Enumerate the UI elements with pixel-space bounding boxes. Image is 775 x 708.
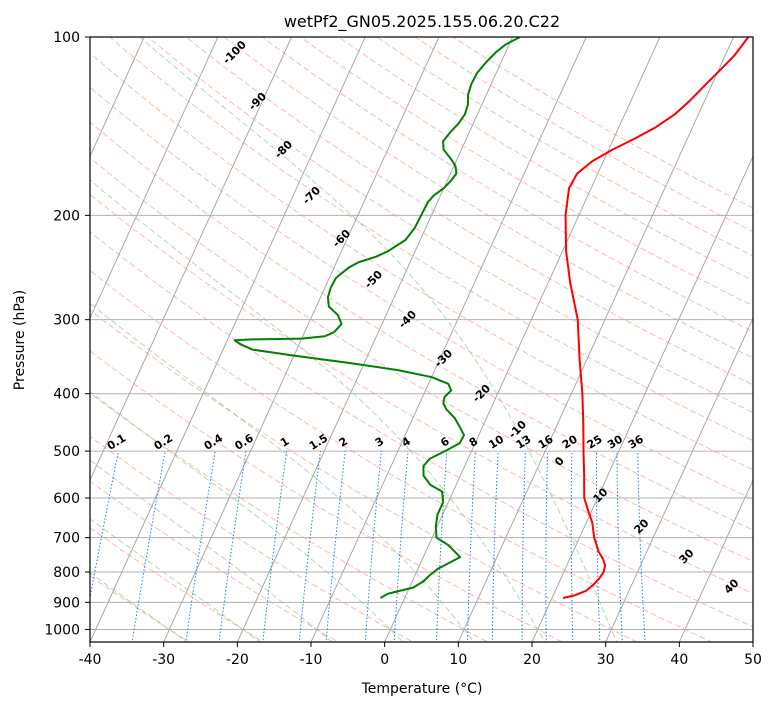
- mixing-ratio-line: [393, 451, 409, 642]
- y-axis: 100 200 300 400 500 600 700 800 900 1000: [44, 30, 90, 638]
- x-tick-label: 50: [744, 652, 762, 668]
- mixing-ratio-line: [262, 451, 288, 642]
- plot-frame: [89, 36, 754, 643]
- profile-line: [233, 37, 521, 599]
- dry-adiabat: [90, 392, 489, 642]
- isotherm: [236, 37, 514, 642]
- mixing-ratio-line: [90, 451, 119, 601]
- dry-adiabat: [108, 37, 753, 442]
- x-tick-label: -10: [300, 652, 323, 668]
- dry-adiabat: [185, 37, 753, 386]
- x-tick-label: -30: [152, 652, 175, 668]
- x-tick-label: 40: [670, 652, 688, 668]
- dry-adiabat: [90, 526, 265, 642]
- profiles: [233, 37, 750, 599]
- isotherm: [90, 37, 366, 642]
- x-tick-label: 30: [597, 652, 615, 668]
- y-tick-label: 600: [53, 491, 80, 507]
- mixing-ratio-line: [364, 451, 382, 642]
- dry-adiabat: [90, 269, 713, 642]
- isotherm: [90, 37, 145, 158]
- y-tick-label: 500: [53, 444, 80, 460]
- mixing-ratio-line: [491, 451, 499, 642]
- isotherm: [90, 37, 219, 320]
- y-tick-label: 800: [53, 565, 80, 581]
- x-tick-label: -40: [79, 652, 102, 668]
- dry-adiabat: [90, 193, 753, 595]
- dry-adiabat: [147, 37, 753, 414]
- dry-adiabat: [223, 37, 753, 359]
- dry-adiabat: [90, 350, 564, 642]
- mixing-ratio-line: [570, 451, 574, 642]
- mixing-ratio-line: [616, 451, 623, 642]
- isotherm: [90, 37, 293, 482]
- dry-adiabat: [90, 309, 639, 642]
- mixing-ratio-line: [595, 451, 601, 642]
- mixing-ratio-line: [298, 451, 321, 642]
- mixing-ratio-line: [545, 451, 549, 642]
- dry-adiabat: [90, 86, 753, 501]
- mixing-ratio-line: [435, 451, 448, 642]
- isotherm: [310, 37, 587, 642]
- moist-adiabat: [90, 572, 189, 642]
- mixing-ratio-line: [218, 451, 247, 642]
- isotherm: [678, 478, 753, 642]
- y-tick-label: 100: [53, 30, 80, 46]
- mixing-ratio-line: [521, 451, 526, 642]
- x-axis: -40 -30 -20 -10 0 10 20 30 40 50: [79, 642, 762, 668]
- mixing-ratio-line: [131, 451, 166, 642]
- y-tick-label: 400: [53, 387, 80, 403]
- dry-adiabat: [452, 37, 753, 209]
- dry-adiabat: [90, 157, 753, 562]
- y-tick-label: 1000: [44, 622, 80, 638]
- profile-line: [562, 37, 750, 599]
- isotherm: [605, 316, 753, 642]
- isotherm: [384, 37, 661, 642]
- isotherm: [0, 10, 9, 654]
- isotherms: [0, 10, 753, 654]
- chart-title: wetPf2_GN05.2025.155.06.20.C22: [284, 12, 560, 32]
- dry-adiabat: [299, 37, 753, 307]
- mixing-ratio-lines: [90, 451, 646, 642]
- mixing-ratio-line: [637, 451, 646, 642]
- y-tick-label: 900: [53, 595, 80, 611]
- y-axis-label: Pressure (hPa): [12, 290, 28, 390]
- dry-adiabat: [90, 435, 414, 642]
- x-tick-label: 10: [449, 652, 467, 668]
- dry-adiabats: [90, 37, 753, 642]
- y-tick-label: 700: [53, 531, 80, 547]
- x-tick-label: 0: [380, 652, 389, 668]
- mixing-ratio-line: [185, 451, 216, 642]
- x-tick-label: 20: [523, 652, 541, 668]
- isotherm: [163, 37, 440, 642]
- moist-adiabat: [139, 37, 618, 642]
- dry-adiabat: [375, 37, 753, 257]
- x-axis-label: Temperature (°C): [361, 681, 483, 697]
- x-tick-label: -20: [226, 652, 249, 668]
- mixing-ratio-line: [325, 451, 346, 642]
- dry-adiabat: [90, 121, 753, 531]
- isotherm: [457, 37, 735, 642]
- y-tick-label: 200: [53, 208, 80, 224]
- mixing-ratio-line: [467, 451, 476, 642]
- moist-adiabat: [90, 179, 546, 642]
- y-tick-label: 300: [53, 313, 80, 329]
- isotherm: [531, 155, 753, 642]
